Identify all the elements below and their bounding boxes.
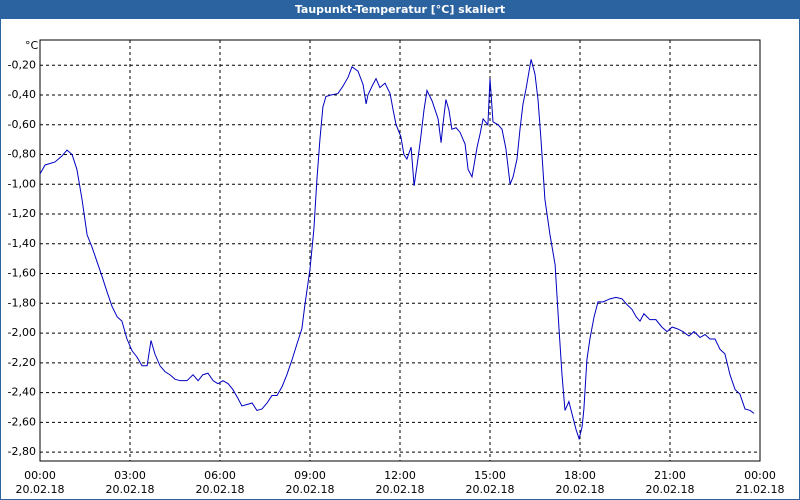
y-tick-label: -2,20 [8, 356, 36, 369]
x-tick-label: 00:00 [744, 469, 776, 482]
chart-title: Taupunkt-Temperatur [°C] skaliert [295, 3, 505, 16]
y-tick-label: -0,20 [8, 58, 36, 71]
x-tick-date: 20.02.18 [376, 483, 425, 496]
y-tick-label: -1,80 [8, 296, 36, 309]
x-tick-label: 09:00 [294, 469, 326, 482]
y-tick-label: -2,80 [8, 445, 36, 458]
x-tick-date: 20.02.18 [466, 483, 515, 496]
y-tick-label: -0,80 [8, 148, 36, 161]
x-tick-label: 12:00 [384, 469, 416, 482]
x-tick-date: 20.02.18 [196, 483, 245, 496]
y-tick-label: -0,60 [8, 118, 36, 131]
x-tick-date: 21.02.18 [736, 483, 785, 496]
x-tick-label: 15:00 [474, 469, 506, 482]
y-tick-label: -2,60 [8, 415, 36, 428]
data-line [39, 59, 755, 441]
y-tick-label: -2,00 [8, 326, 36, 339]
y-tick-label: -2,40 [8, 386, 36, 399]
x-tick-label: 06:00 [204, 469, 236, 482]
x-tick-date: 20.02.18 [286, 483, 335, 496]
x-tick-date: 20.02.18 [646, 483, 695, 496]
y-unit-label: °C [25, 39, 39, 52]
title-bar [0, 0, 800, 19]
x-tick-date: 20.02.18 [16, 483, 65, 496]
x-tick-label: 03:00 [114, 469, 146, 482]
x-tick-date: 20.02.18 [106, 483, 155, 496]
x-tick-label: 21:00 [654, 469, 686, 482]
x-tick-date: 20.02.18 [556, 483, 605, 496]
y-tick-label: -1,40 [8, 237, 36, 250]
y-tick-label: -1,20 [8, 207, 36, 220]
x-tick-label: 00:00 [24, 469, 56, 482]
x-tick-label: 18:00 [564, 469, 596, 482]
y-tick-label: -1,00 [8, 177, 36, 190]
y-tick-label: -1,60 [8, 267, 36, 280]
y-tick-label: -0,40 [8, 88, 36, 101]
